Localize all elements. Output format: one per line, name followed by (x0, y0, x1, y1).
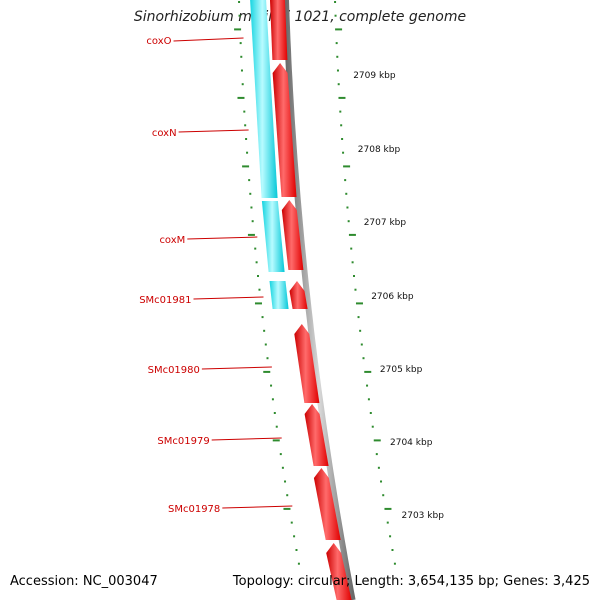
accession-text: Accession: NC_003047 (10, 574, 158, 589)
cds-arrow (313, 468, 341, 540)
cog-feature-bar (261, 201, 285, 272)
cds-arrow (289, 281, 308, 309)
cds-arrow (272, 63, 297, 197)
cds-arrow (269, 0, 288, 60)
genome-summary-text: Topology: circular; Length: 3,654,135 bp… (232, 574, 590, 589)
cog-feature-bar (250, 0, 278, 198)
cds-arrow (281, 200, 304, 270)
ruler-tick-label: 2706 kbp (371, 292, 414, 302)
ruler-tick-label: 2705 kbp (380, 365, 423, 375)
gene-label-smc01980: SMc01980 (148, 365, 200, 376)
genome-backbone (283, 0, 356, 600)
gene-label-smc01979: SMc01979 (157, 436, 209, 447)
map-title: Sinorhizobium meliloti 1021, complete ge… (133, 9, 467, 25)
cds-arrow (304, 404, 329, 466)
gene-label-leader (173, 37, 244, 42)
cog-feature-bar (269, 281, 289, 309)
ruler-tick-label: 2703 kbp (402, 511, 445, 521)
ruler-tick-label: 2704 kbp (390, 438, 433, 448)
ruler-tick-label: 2708 kbp (358, 145, 401, 155)
gene-label-smc01981: SMc01981 (139, 295, 191, 306)
gene-label-leader (193, 296, 264, 300)
gene-label-leader (178, 129, 249, 133)
gene-label-coxn: coxN (152, 128, 177, 139)
gene-label-leader (222, 505, 293, 509)
cds-arrow (326, 543, 352, 600)
gene-label-smc01978: SMc01978 (168, 504, 220, 515)
ruler-tick-label: 2709 kbp (353, 71, 396, 81)
gene-label-leader (201, 366, 272, 370)
gene-label-leader (187, 236, 258, 240)
ruler-tick-label: 2707 kbp (364, 218, 407, 228)
gene-label-coxm: coxM (159, 235, 185, 246)
cds-arrow (294, 324, 320, 403)
gene-label-leader (211, 437, 282, 441)
gene-label-coxo: coxO (146, 36, 171, 47)
